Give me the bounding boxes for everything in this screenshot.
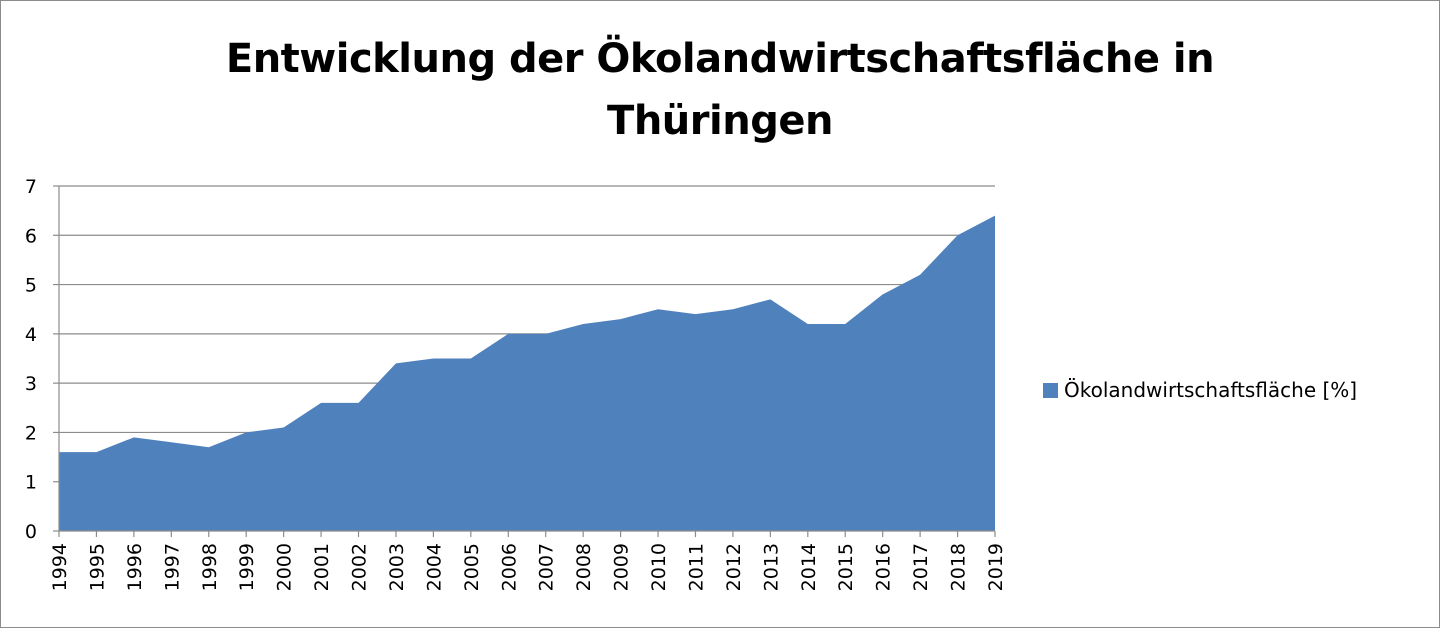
x-tick-label: 1996 [124, 543, 146, 591]
area-series [59, 215, 995, 532]
x-tick-label: 2004 [423, 543, 445, 591]
x-tick-label: 2019 [985, 543, 1007, 591]
x-tick-label: 2010 [648, 543, 670, 591]
x-tick-label: 2008 [573, 543, 595, 591]
x-tick-label: 2003 [386, 543, 408, 591]
x-tick-label: 2018 [948, 543, 970, 591]
x-tick-label: 2016 [873, 543, 895, 591]
y-tick-label: 1 [25, 472, 37, 494]
x-tick-label: 2002 [349, 543, 371, 591]
x-tick-label: 2000 [274, 543, 296, 591]
x-tick-label: 2015 [835, 543, 857, 591]
chart-title-line-1: Entwicklung der Ökolandwirtschaftsfläche… [225, 36, 1215, 82]
x-tick-label: 1998 [199, 543, 221, 591]
chart-title-line-2: Thüringen [607, 98, 833, 144]
y-tick-label: 3 [25, 373, 37, 395]
x-tick-label: 2013 [760, 543, 782, 591]
y-tick-labels: 0 1 2 3 4 5 6 7 [25, 176, 37, 543]
legend: Ökolandwirtschaftsfläche [%] [1043, 378, 1357, 402]
x-tick-label: 2011 [685, 543, 707, 591]
y-tick-label: 6 [25, 225, 37, 247]
x-tick-label: 2012 [723, 543, 745, 591]
x-tick-label: 1995 [86, 543, 108, 591]
x-tick-labels: 1994 1995 1996 1997 1998 1999 2000 2001 2002 2003… [49, 543, 1007, 591]
x-tick-label: 1994 [49, 543, 71, 591]
chart-title: Entwicklung der Ökolandwirtschaftsfläche… [0, 28, 1440, 152]
x-tick-label: 2005 [461, 543, 483, 591]
y-tick-label: 7 [25, 176, 37, 198]
y-tick-label: 5 [25, 275, 37, 297]
x-tick-label: 2009 [611, 543, 633, 591]
area-fill [59, 215, 995, 532]
y-tick-label: 0 [25, 521, 37, 543]
x-tick-label: 1997 [161, 543, 183, 591]
x-tick-label: 2006 [498, 543, 520, 591]
axes [53, 185, 996, 537]
y-tick-label: 4 [25, 324, 37, 346]
x-tick-label: 2007 [536, 543, 558, 591]
x-tick-label: 1999 [236, 543, 258, 591]
x-tick-label: 2014 [798, 543, 820, 591]
legend-swatch [1043, 382, 1058, 398]
y-tick-label: 2 [25, 422, 37, 444]
x-tick-label: 2001 [311, 543, 333, 591]
x-tick-label: 2017 [910, 543, 932, 591]
legend-label: Ökolandwirtschaftsfläche [%] [1064, 378, 1358, 402]
